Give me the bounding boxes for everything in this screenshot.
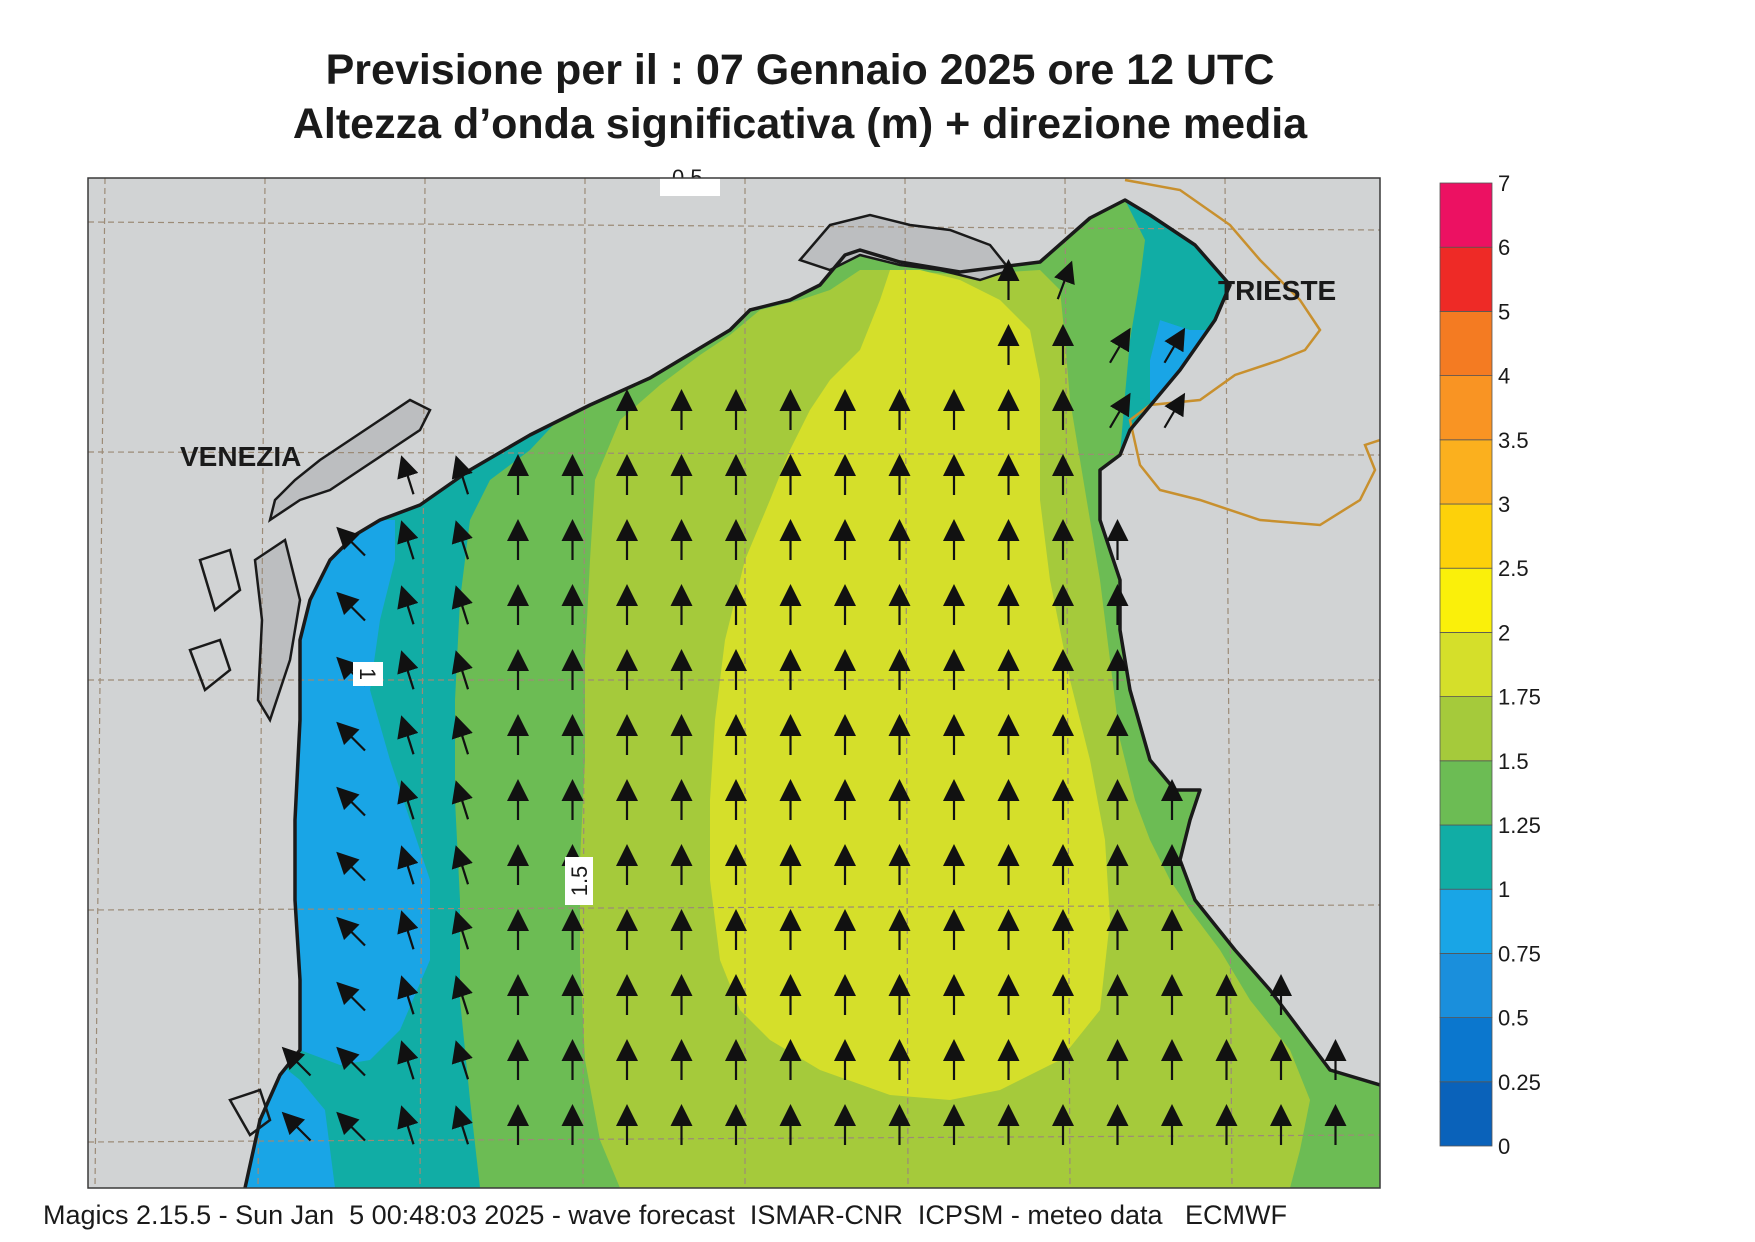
direction-arrow: [397, 780, 419, 820]
direction-arrow: [336, 1046, 366, 1077]
direction-arrow: [336, 981, 366, 1012]
direction-arrow: [451, 1040, 473, 1080]
direction-arrow: [451, 585, 473, 625]
legend-label: 2: [1498, 620, 1510, 645]
legend-label: 3.5: [1498, 428, 1529, 453]
legend-label: 2.5: [1498, 556, 1529, 581]
map-title: Previsione per il : 07 Gennaio 2025 ore …: [325, 46, 1275, 94]
direction-arrow: [451, 780, 473, 820]
direction-arrow: [1163, 327, 1186, 364]
direction-arrow: [336, 591, 366, 622]
direction-arrow: [336, 1111, 366, 1142]
legend-label: 3: [1498, 492, 1510, 517]
contour-label-text: 1: [355, 668, 380, 680]
footer-credit: Magics 2.15.5 - Sun Jan 5 00:48:03 2025 …: [43, 1200, 1287, 1230]
map-frame: [87, 177, 1381, 1189]
color-legend: 0 0.25 0.5 0.75 1 1.25 1.5 1.75 2 2.5 3 3.5 4 5 6 7: [1439, 171, 1541, 1159]
legend-label: 4: [1498, 364, 1510, 389]
direction-arrow: [1109, 392, 1131, 429]
direction-arrow: [451, 1105, 473, 1145]
legend-swatch: [1439, 696, 1493, 762]
legend-label: 1: [1498, 877, 1510, 902]
direction-arrow: [336, 786, 366, 817]
legend-swatch: [1439, 888, 1493, 954]
direction-arrow: [397, 975, 419, 1015]
graticule: [88, 178, 1380, 1188]
lagoon-marano: [800, 215, 1010, 280]
direction-arrow: [397, 650, 419, 690]
legend-swatch: [1439, 1081, 1493, 1147]
direction-arrow: [281, 1046, 312, 1077]
sea-band-1.00-trieste: [1125, 215, 1230, 400]
wave-direction-arrows: [281, 259, 1347, 1145]
coastline: [243, 198, 1380, 1188]
direction-arrow: [336, 526, 366, 557]
legend-label: 0.5: [1498, 1006, 1529, 1031]
legend-swatch: [1439, 375, 1493, 441]
sea-band-0.75-west: [295, 520, 430, 1065]
direction-arrow: [1163, 392, 1186, 429]
direction-arrow: [397, 715, 419, 755]
city-label-trieste: TRIESTE: [1218, 275, 1336, 306]
map-subtitle: Altezza d’onda significativa (m) + direz…: [292, 100, 1308, 148]
direction-arrow: [336, 721, 366, 752]
contour-label-text: 1.5: [567, 866, 592, 897]
direction-arrow: [397, 1105, 419, 1145]
direction-arrow: [397, 585, 419, 625]
direction-arrow: [451, 975, 473, 1015]
direction-arrow: [451, 715, 473, 755]
direction-arrow: [397, 845, 419, 885]
legend-label: 1.25: [1498, 813, 1541, 838]
legend-label: 0: [1498, 1134, 1510, 1159]
land-east: [1100, 285, 1380, 1085]
city-label-venezia: VENEZIA: [180, 441, 301, 472]
legend-swatch: [1439, 246, 1493, 312]
legend-swatch: [1439, 310, 1493, 376]
legend-swatch: [1439, 439, 1493, 505]
coastline-lagoon: [188, 213, 1013, 1137]
legend-swatch: [1439, 182, 1493, 248]
direction-arrow: [397, 520, 419, 560]
legend-swatch: [1439, 632, 1493, 698]
sea-band-1.75: [710, 270, 1110, 1100]
legend-label: 0.75: [1498, 941, 1541, 966]
legend-swatch: [1439, 1017, 1493, 1083]
legend-label: 0.25: [1498, 1070, 1541, 1095]
legend-label: 5: [1498, 299, 1510, 324]
direction-arrow: [336, 916, 366, 947]
direction-arrow: [397, 1040, 419, 1080]
legend-label: 1.5: [1498, 749, 1529, 774]
direction-arrow: [451, 455, 473, 495]
direction-arrow: [451, 520, 473, 560]
legend-label: 1.75: [1498, 685, 1541, 710]
lagoon-venezia: [255, 400, 430, 720]
map-area: VENEZIA TRIESTE 1 1.5: [88, 178, 1380, 1188]
direction-arrow: [1109, 327, 1131, 364]
legend-swatch: [1439, 503, 1493, 569]
direction-arrow: [1054, 260, 1075, 300]
direction-arrow: [397, 910, 419, 950]
direction-arrow: [451, 650, 473, 690]
direction-arrow: [336, 851, 366, 882]
direction-arrow: [397, 455, 419, 495]
legend-swatch: [1439, 953, 1493, 1019]
legend-swatch: [1439, 824, 1493, 890]
direction-arrow: [281, 1111, 312, 1142]
legend-swatch: [1439, 567, 1493, 633]
legend-label: 6: [1498, 235, 1510, 260]
direction-arrow: [451, 845, 473, 885]
direction-arrow: [451, 910, 473, 950]
legend-label: 7: [1498, 171, 1510, 196]
contour-label-1.5: 1.5: [565, 857, 593, 905]
legend-swatch: [1439, 760, 1493, 826]
contour-label-1: 1: [353, 662, 383, 686]
